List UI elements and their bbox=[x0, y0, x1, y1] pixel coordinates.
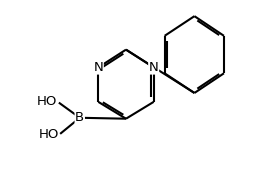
Text: N: N bbox=[93, 61, 103, 74]
Text: B: B bbox=[75, 111, 84, 124]
Text: HO: HO bbox=[37, 95, 58, 108]
Text: N: N bbox=[149, 61, 159, 74]
Text: HO: HO bbox=[39, 128, 59, 141]
